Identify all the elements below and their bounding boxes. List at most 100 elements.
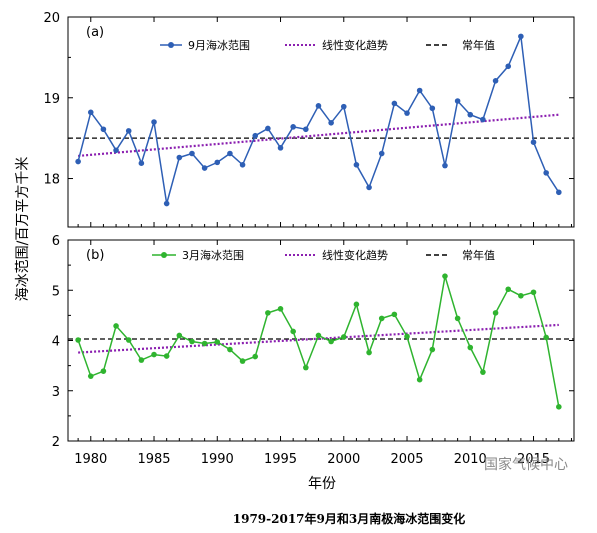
y-tick-label-a-0: 18 [43,173,60,188]
plot-frame-a [67,16,575,228]
data-point-b-1992 [239,358,246,364]
data-point-b-1995 [277,306,284,312]
legend-marker-september [168,42,174,48]
data-point-a-1997 [303,126,309,133]
data-point-b-2014 [518,292,524,299]
data-point-a-2011 [480,116,486,123]
data-point-b-2013 [505,286,512,293]
data-point-b-1993 [252,353,259,360]
data-point-a-1990 [214,159,221,166]
data-point-a-2017 [556,189,562,196]
y-tick-label-b-1: 3 [52,385,60,400]
data-point-a-2010 [467,111,474,118]
data-point-b-1986 [163,353,170,359]
data-point-b-1994 [265,310,271,316]
data-point-a-2009 [454,98,461,104]
y-tick-label-a-1: 19 [43,92,60,107]
data-point-b-1983 [125,337,132,343]
data-point-a-2000 [340,103,347,110]
data-point-a-2002 [366,184,372,191]
trend-line-b [78,323,559,354]
watermark-text: 国家气候中心 [484,456,568,473]
data-point-a-1980 [87,109,94,116]
data-point-b-2001 [353,301,360,308]
data-point-b-1984 [138,357,145,363]
data-point-b-2009 [454,315,461,322]
legend-label-september: 9月海冰范围 [188,38,250,52]
data-point-b-1990 [214,339,221,345]
data-point-a-1984 [138,160,145,166]
legend-b: 3月海冰范围 线性变化趋势 常年值 [152,248,495,262]
legend-label-trend-a: 线性变化趋势 [322,38,388,52]
data-point-b-2015 [530,289,537,296]
data-point-b-2000 [340,334,347,340]
data-point-b-1980 [87,373,94,379]
series-line-a [77,33,560,204]
panel-march: 2 3 4 5 6 1980 1985 1990 1995 2000 2005 2010 2015 (b… [52,234,575,467]
data-point-a-1979 [75,158,81,165]
data-point-a-2014 [518,33,524,40]
data-point-b-2008 [442,273,448,279]
legend-marker-march [161,252,167,258]
x-tick-label-7: 2015 [517,452,550,467]
data-point-a-2004 [391,100,398,107]
data-point-b-2003 [378,315,385,322]
data-point-a-1999 [328,120,334,126]
data-point-a-1987 [176,154,183,161]
panel-tag-a: (a) [86,25,104,40]
legend-label-normal-b: 常年值 [462,248,495,262]
x-tick-label-3: 1995 [264,452,297,467]
reference-lines-a [68,113,574,158]
data-point-a-1989 [201,165,208,171]
x-tick-label-4: 2000 [327,452,360,467]
y-tick-label-b-3: 5 [52,284,60,299]
x-tick-label-6: 2010 [454,452,487,467]
series-line-b [77,275,560,407]
data-point-b-2002 [366,349,372,356]
data-point-a-2001 [353,162,360,168]
data-point-b-1985 [151,351,157,358]
data-point-a-1988 [189,150,195,157]
data-point-b-2006 [416,376,423,383]
data-point-b-2011 [480,369,486,375]
data-point-b-2007 [429,346,436,353]
data-point-b-1997 [303,364,309,371]
data-point-b-2012 [492,310,499,316]
x-tick-label-5: 2005 [390,452,423,467]
data-point-b-2004 [391,311,398,318]
data-point-a-2015 [530,139,537,145]
data-point-a-1986 [163,200,170,207]
y-tick-label-b-2: 4 [52,335,60,350]
data-point-b-2016 [543,334,549,341]
panel-september: 18 19 20 (a) 9月海冰范围 线性变化趋势 常年值 [43,11,575,228]
data-point-a-1996 [290,124,296,130]
data-point-a-1992 [239,162,246,168]
series-marks-a [75,33,562,207]
data-point-a-2006 [416,87,423,94]
y-tick-label-b-4: 6 [52,234,60,249]
data-point-a-1993 [252,132,259,139]
axis-ticks-b: 2 3 4 5 6 1980 1985 1990 1995 2000 2005 2010 2015 [52,234,574,467]
plot-frame-b [67,239,575,442]
y-tick-label-b-0: 2 [52,435,60,450]
legend-a: 9月海冰范围 线性变化趋势 常年值 [160,38,495,52]
data-point-a-1982 [113,147,119,154]
data-point-a-2007 [429,105,436,112]
data-point-b-1991 [227,346,233,353]
data-point-a-2003 [378,150,385,157]
data-point-a-2016 [543,170,549,176]
data-point-b-1981 [100,368,107,374]
y-tick-label-a-2: 20 [43,11,60,26]
data-point-b-1998 [315,332,322,339]
data-point-b-2005 [404,333,410,340]
data-point-a-2012 [492,78,499,84]
data-point-a-1981 [100,126,107,133]
data-point-a-2005 [404,110,410,116]
x-axis-title: 年份 [308,476,336,492]
data-point-b-1979 [75,337,81,343]
figure-caption: 1979-2017年9月和3月南极海冰范围变化 [233,511,465,526]
x-tick-label-0: 1980 [74,452,107,467]
panel-tag-b: (b) [86,248,104,263]
axis-ticks-a: 18 19 20 [43,11,574,227]
